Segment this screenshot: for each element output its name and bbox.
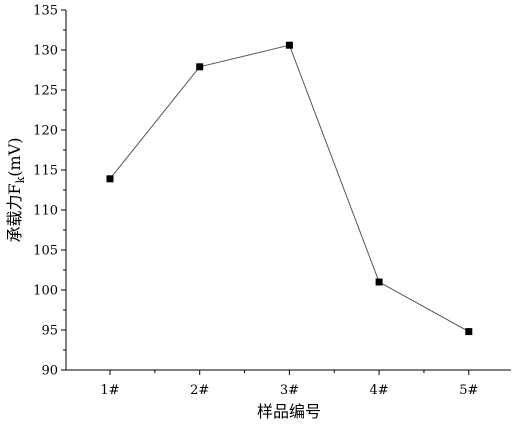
x-axis-title: 样品编号 xyxy=(257,402,321,421)
y-axis-ticks: 90 95 100 105 110 115 120 125 130 135 xyxy=(33,4,66,379)
series-line xyxy=(109,44,470,333)
y-tick-label: 110 xyxy=(33,204,58,219)
x-tick-label: 5# xyxy=(459,383,478,398)
y-tick-label: 130 xyxy=(33,44,58,59)
y-axis-title-subscript: k xyxy=(14,176,27,183)
data-point-1 xyxy=(106,175,114,183)
y-tick-label: 90 xyxy=(41,364,58,379)
y-axis-title: 承载力Fk(mV) xyxy=(5,138,27,243)
x-tick-label: 3# xyxy=(280,383,299,398)
y-tick-label: 135 xyxy=(33,4,58,19)
x-tick-label: 1# xyxy=(100,383,119,398)
y-axis-title-main: 承载力F xyxy=(5,183,24,242)
y-tick-label: 125 xyxy=(33,84,58,99)
y-tick-label: 95 xyxy=(41,324,58,339)
x-tick-label: 4# xyxy=(370,383,389,398)
y-tick-label: 120 xyxy=(33,124,58,139)
y-tick-label: 100 xyxy=(33,284,58,299)
data-points xyxy=(106,41,473,336)
x-tick-label: 2# xyxy=(190,383,209,398)
data-point-2 xyxy=(196,63,204,71)
data-point-4 xyxy=(375,278,383,286)
y-tick-label: 115 xyxy=(33,164,58,179)
data-point-3 xyxy=(285,41,293,49)
y-tick-label: 105 xyxy=(33,244,58,259)
y-axis-title-unit: (mV) xyxy=(5,138,24,177)
x-axis-ticks: 1# 2# 3# 4# 5# xyxy=(100,370,478,398)
data-point-5 xyxy=(465,328,473,336)
